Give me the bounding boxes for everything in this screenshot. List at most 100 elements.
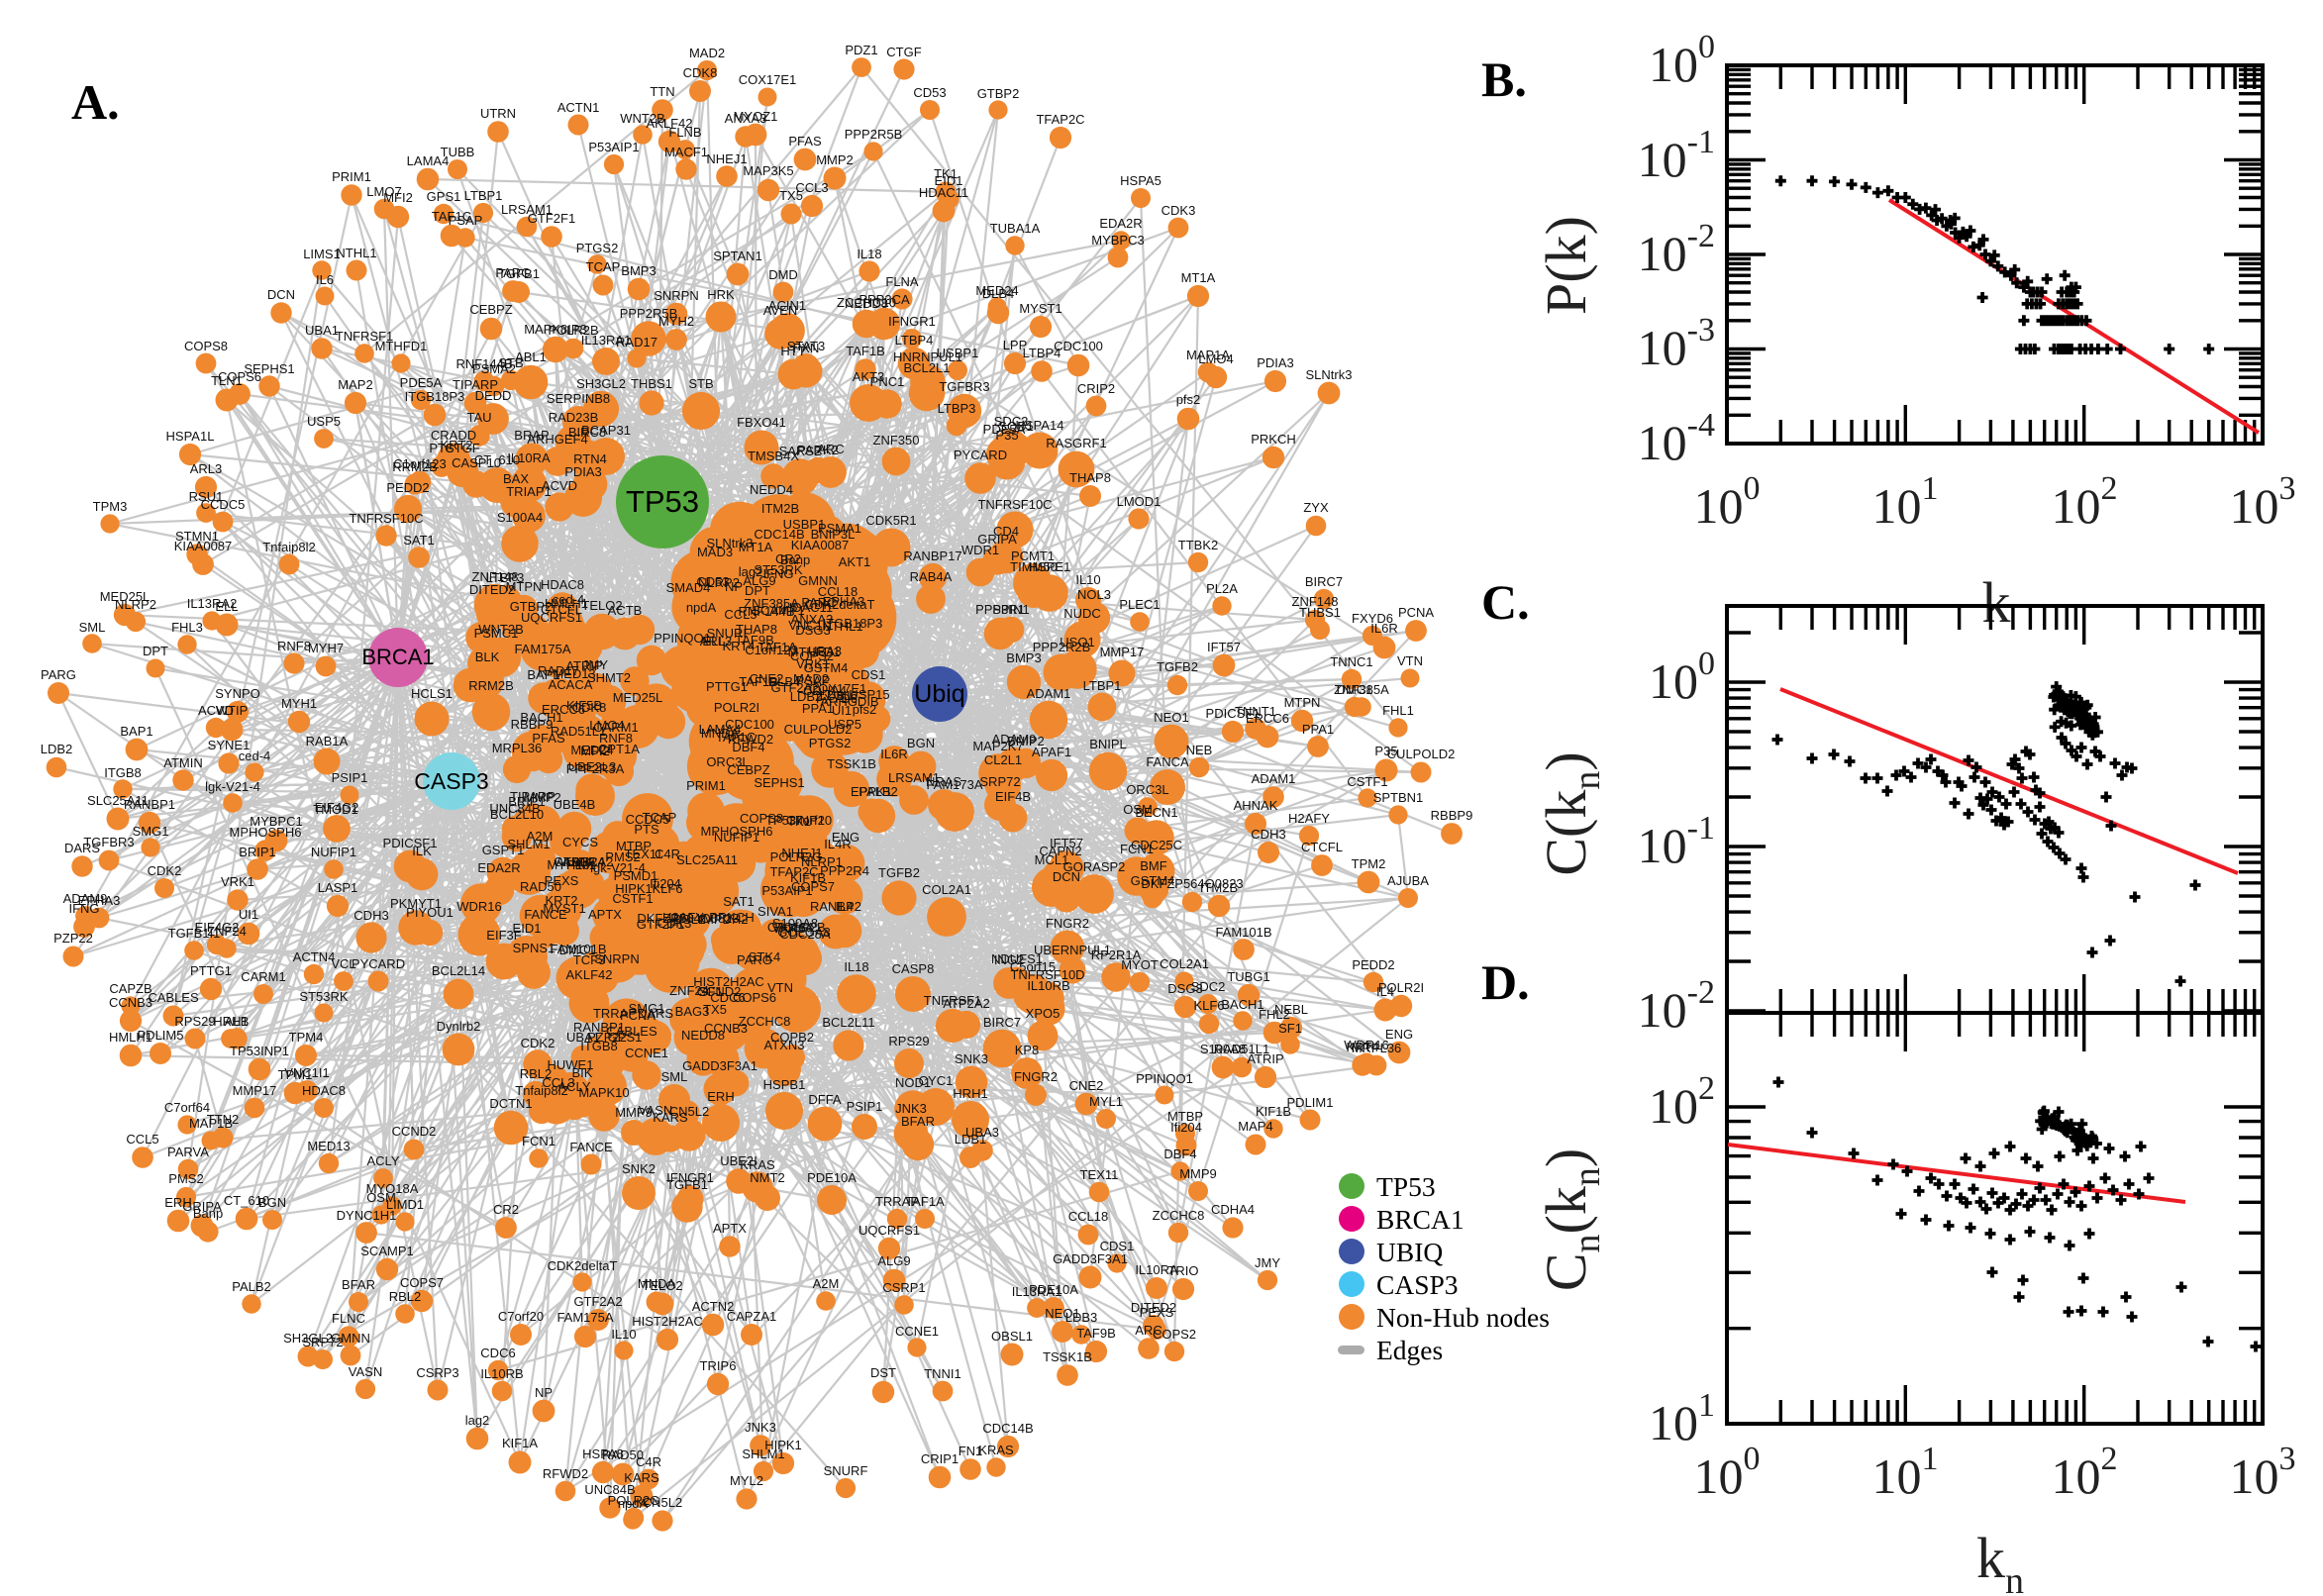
svg-text:SARS2: SARS2	[779, 444, 822, 458]
svg-text:CD53: CD53	[913, 85, 946, 100]
svg-text:PSMC1: PSMC1	[474, 626, 519, 641]
svg-text:STK4: STK4	[749, 949, 781, 964]
svg-text:PDZ1: PDZ1	[845, 43, 877, 57]
svg-text:TRIO: TRIO	[1167, 1263, 1198, 1278]
svg-text:CABLES: CABLES	[606, 1024, 657, 1039]
svg-text:GTF2F1: GTF2F1	[637, 917, 684, 932]
svg-text:AVEN: AVEN	[763, 303, 797, 318]
svg-text:A2M: A2M	[527, 829, 554, 844]
svg-text:TEX11: TEX11	[625, 847, 663, 861]
svg-text:KRT2: KRT2	[546, 893, 578, 908]
svg-text:UQCRFS1: UQCRFS1	[521, 610, 582, 625]
svg-text:ACIN1: ACIN1	[768, 298, 806, 313]
svg-text:UBA1: UBA1	[566, 1030, 600, 1045]
svg-text:RANBP1: RANBP1	[573, 1020, 625, 1035]
svg-text:LIMS1: LIMS1	[303, 247, 341, 261]
svg-text:EPPK1: EPPK1	[851, 784, 892, 799]
svg-text:HIPK1: HIPK1	[615, 881, 653, 896]
svg-text:PSAP: PSAP	[449, 213, 483, 228]
svg-text:CDK3: CDK3	[1162, 203, 1196, 218]
svg-text:TAF1A: TAF1A	[905, 1194, 945, 1209]
svg-text:TTBK2: TTBK2	[1178, 538, 1218, 552]
svg-text:FN1: FN1	[959, 1444, 983, 1458]
svg-text:OBSL1: OBSL1	[991, 1329, 1033, 1344]
svg-text:KIF1A: KIF1A	[502, 1436, 538, 1450]
svg-text:EID1: EID1	[513, 921, 542, 936]
svg-text:PARC: PARC	[495, 265, 530, 280]
svg-text:LDB2: LDB2	[41, 742, 73, 756]
svg-text:PIM1: PIM1	[566, 857, 596, 872]
svg-text:TUBA1A: TUBA1A	[990, 221, 1041, 236]
svg-text:Ubiq: Ubiq	[914, 680, 964, 708]
svg-text:UBE2I: UBE2I	[720, 1153, 758, 1168]
svg-text:IMPDH2: IMPDH2	[699, 912, 748, 927]
svg-text:ING2: ING2	[994, 952, 1024, 967]
svg-text:ZCCHC8: ZCCHC8	[1153, 1208, 1205, 1223]
svg-text:C7orf64: C7orf64	[767, 920, 813, 935]
svg-text:WDR1: WDR1	[961, 543, 999, 557]
svg-text:TUBB: TUBB	[441, 145, 475, 159]
svg-text:VASN: VASN	[639, 1103, 672, 1118]
svg-text:DMC1: DMC1	[1337, 682, 1373, 697]
svg-text:IL13RA1: IL13RA1	[581, 333, 632, 348]
svg-text:RANBP17: RANBP17	[903, 549, 961, 563]
svg-text:ced-4: ced-4	[239, 748, 271, 763]
svg-text:CTGF: CTGF	[886, 45, 921, 59]
svg-text:RANBP1: RANBP1	[124, 797, 175, 812]
svg-text:IFT57: IFT57	[1207, 640, 1241, 654]
svg-text:DKFZP564O0823: DKFZP564O0823	[637, 911, 739, 926]
svg-text:PALB2: PALB2	[232, 1279, 271, 1294]
svg-text:Cn(kn): Cn(kn)	[1534, 1148, 1608, 1291]
svg-text:MRPL36: MRPL36	[492, 741, 543, 755]
svg-text:PMS2: PMS2	[168, 1171, 203, 1186]
svg-text:CDK8: CDK8	[572, 700, 607, 715]
svg-text:ATRIP: ATRIP	[1247, 1051, 1283, 1066]
svg-text:CDK8: CDK8	[683, 65, 718, 80]
svg-text:PTTG1: PTTG1	[190, 963, 232, 978]
svg-text:ACVD: ACVD	[198, 703, 234, 718]
svg-text:CCNE1: CCNE1	[625, 1046, 668, 1060]
svg-text:EPHA3: EPHA3	[823, 594, 865, 609]
svg-text:ATXN3: ATXN3	[764, 1038, 805, 1052]
svg-text:APTX: APTX	[588, 907, 622, 922]
svg-text:CCND2: CCND2	[392, 1124, 437, 1139]
svg-text:TGFB1: TGFB1	[666, 1177, 708, 1192]
svg-text:KLF6: KLF6	[1193, 998, 1224, 1013]
svg-text:TNFRSF10D: TNFRSF10D	[1010, 967, 1084, 982]
svg-text:ERCC6: ERCC6	[542, 702, 585, 717]
svg-text:PPINQO1: PPINQO1	[1136, 1071, 1193, 1086]
svg-text:C7orf64: C7orf64	[164, 1100, 210, 1115]
svg-text:ZNF148: ZNF148	[472, 569, 519, 584]
svg-text:CDC25C: CDC25C	[1131, 838, 1182, 852]
svg-text:TX5: TX5	[779, 188, 803, 203]
svg-text:AKLF42: AKLF42	[566, 967, 613, 982]
svg-text:RAB4A: RAB4A	[910, 569, 953, 584]
svg-text:SNRPN: SNRPN	[654, 288, 699, 303]
svg-text:MTPN: MTPN	[506, 579, 543, 594]
svg-text:OSM: OSM	[1123, 802, 1153, 817]
svg-text:KARS: KARS	[653, 1110, 688, 1125]
svg-text:RP2R1A: RP2R1A	[1091, 948, 1142, 962]
svg-text:PEDD2: PEDD2	[1352, 957, 1394, 972]
svg-text:TGFB1: TGFB1	[498, 266, 540, 281]
svg-text:k: k	[1982, 570, 2011, 635]
svg-text:npdA: npdA	[618, 1496, 649, 1511]
svg-text:HDAC8: HDAC8	[302, 1083, 346, 1098]
svg-text:TGFB2: TGFB2	[878, 865, 920, 880]
svg-text:CULPOLD2: CULPOLD2	[1387, 747, 1456, 761]
svg-text:IFNGR1: IFNGR1	[666, 1170, 714, 1185]
svg-text:ADAM1: ADAM1	[1252, 771, 1296, 786]
svg-text:CSRP3: CSRP3	[416, 1365, 458, 1380]
svg-text:npdA: npdA	[686, 600, 717, 615]
svg-text:ZNF24: ZNF24	[207, 924, 247, 939]
svg-text:BAP1: BAP1	[120, 724, 152, 739]
svg-text:MTBP: MTBP	[1167, 1109, 1203, 1124]
svg-text:TAF9B: TAF9B	[1076, 1326, 1116, 1341]
svg-text:LDB1: LDB1	[820, 688, 853, 703]
svg-text:SPTBN1: SPTBN1	[1373, 790, 1424, 805]
svg-text:lag2: lag2	[739, 564, 763, 579]
svg-text:PSMA1: PSMA1	[818, 521, 861, 536]
svg-text:UBA3: UBA3	[808, 644, 842, 658]
svg-text:BNIPL: BNIPL	[1089, 737, 1127, 751]
svg-text:CT_610: CT_610	[224, 1193, 269, 1208]
